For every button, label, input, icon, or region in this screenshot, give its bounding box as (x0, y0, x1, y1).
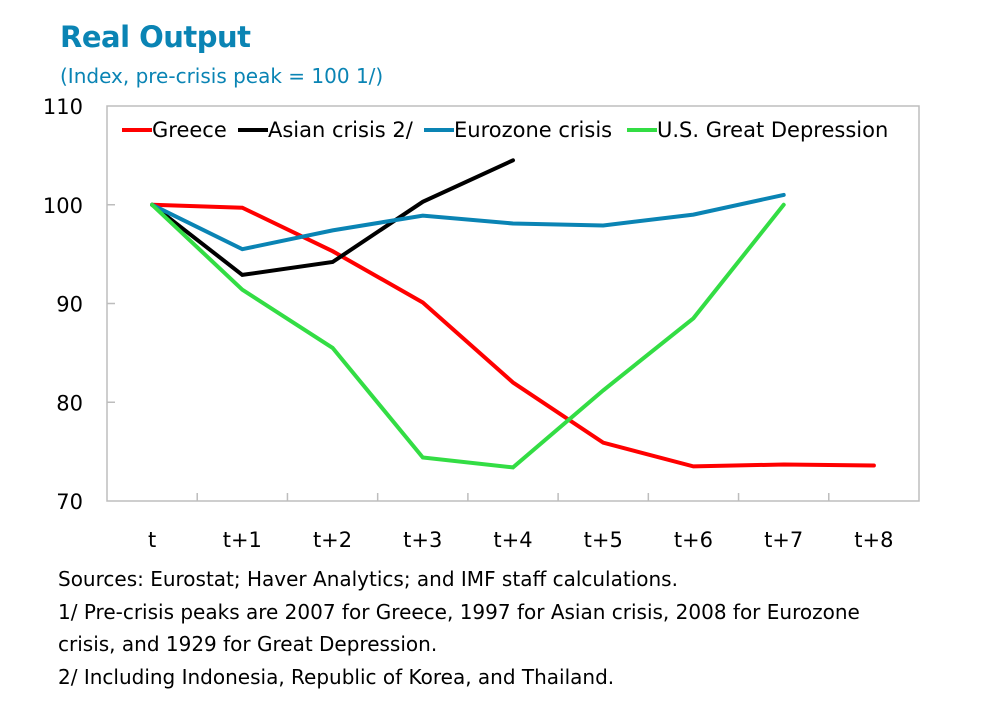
x-tick-label: t+5 (584, 528, 623, 552)
axes: 70 80 90 100 110 t t+1 t+2 t+3 t+4 t+5 t+6 t+7 t+8 (43, 95, 920, 552)
x-tick-label: t+3 (403, 528, 442, 552)
footnote-1-cont: crisis, and 1929 for Great Depression. (58, 632, 438, 656)
series-line-asian-crisis-2 (150, 158, 515, 277)
legend: Greece Asian crisis 2/Eurozone crisis U.S.… (122, 118, 888, 142)
legend-label: Asian crisis 2/ (268, 118, 414, 142)
y-tick-label: 110 (43, 95, 83, 119)
y-tick-label: 80 (56, 391, 83, 415)
footnotes: Sources: Eurostat; Haver Analytics; and … (58, 563, 860, 693)
x-tick-label: t+2 (313, 528, 352, 552)
plot-frame (106, 105, 920, 502)
series-line-eurozone-crisis (150, 192, 786, 252)
y-tick-label: 100 (43, 194, 83, 218)
source-note: Sources: Eurostat; Haver Analytics; and … (58, 567, 678, 591)
legend-label: U.S. Great Depression (657, 118, 888, 142)
footnote-1: 1/ Pre-crisis peaks are 2007 for Greece,… (58, 599, 860, 624)
chart-subtitle: (Index, pre-crisis peak = 100 1/) (60, 64, 384, 88)
x-tick-label: t+8 (854, 528, 893, 552)
series-lines (150, 158, 876, 470)
chart-title: Real Output (60, 20, 251, 54)
x-tick-label: t (148, 528, 156, 552)
y-tick-label: 70 (56, 490, 83, 514)
legend-label: Eurozone crisis (454, 118, 612, 142)
x-tick-label: t+4 (493, 528, 532, 552)
y-tick-label: 90 (56, 293, 83, 317)
x-tick-label: t+1 (223, 528, 262, 552)
series-line-greece (150, 202, 876, 469)
footnote-2: 2/ Including Indonesia, Republic of Kore… (58, 664, 615, 689)
x-tick-label: t+6 (674, 528, 713, 552)
legend-label: Greece (152, 118, 227, 142)
x-tick-label: t+7 (764, 528, 803, 552)
series-line-u-s-great-depression (150, 202, 786, 470)
